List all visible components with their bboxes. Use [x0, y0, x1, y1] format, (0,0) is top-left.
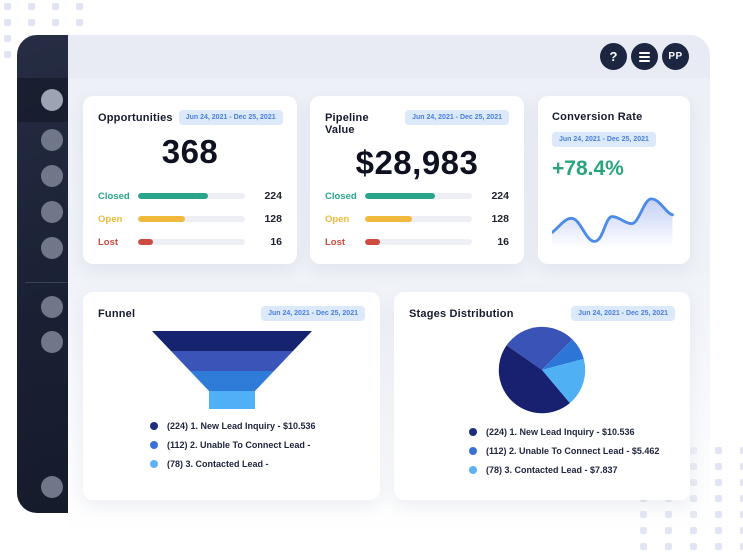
menu-icon[interactable] [631, 43, 658, 70]
legend-dot-icon [150, 441, 158, 449]
sidebar-item-4-icon[interactable] [41, 201, 63, 223]
stages-distribution-card: Stages Distribution Jun 24, 2021 - Dec 2… [394, 292, 690, 500]
legend-dot-icon [469, 447, 477, 455]
pipeline-title: Pipeline Value [325, 112, 369, 136]
legend-item: (112) 2. Unable To Connect Lead - [150, 440, 365, 450]
sidebar-divider [25, 282, 68, 283]
avatar[interactable]: PP [662, 43, 689, 70]
stages-pie-chart [498, 326, 586, 414]
stat-label: Open [325, 213, 350, 225]
stat-label: Lost [325, 236, 346, 248]
stat-value: 128 [264, 213, 282, 225]
conversion-title: Conversion Rate [552, 111, 643, 123]
stat-bar [365, 193, 472, 199]
stat-label: Open [98, 213, 123, 225]
stat-bar [138, 216, 245, 222]
stat-row-open: Open 128 [98, 213, 282, 225]
legend-label: (78) 3. Contacted Lead - [167, 459, 269, 469]
conversion-line-chart [552, 197, 674, 249]
stat-row-open: Open 128 [325, 213, 509, 225]
stat-value: 16 [497, 236, 509, 248]
topbar: ? PP [68, 35, 710, 78]
funnel-chart [151, 331, 312, 409]
legend-dot-icon [469, 466, 477, 474]
legend-label: (112) 2. Unable To Connect Lead - $5.462 [486, 446, 660, 456]
conversion-rate-card: Conversion Rate Jun 24, 2021 - Dec 25, 2… [538, 96, 690, 264]
legend-item: (78) 3. Contacted Lead - [150, 459, 365, 469]
stat-bar [365, 239, 472, 245]
pipeline-date-range[interactable]: Jun 24, 2021 - Dec 25, 2021 [405, 110, 509, 125]
help-icon[interactable]: ? [600, 43, 627, 70]
opportunities-title: Opportunities [98, 112, 173, 124]
stat-label: Lost [98, 236, 119, 248]
stat-label: Closed [325, 190, 357, 202]
stat-value: 128 [491, 213, 509, 225]
stat-row-closed: Closed 224 [98, 190, 282, 202]
stat-bar [365, 216, 472, 222]
sidebar-item-5-icon[interactable] [41, 237, 63, 259]
stages-date-range[interactable]: Jun 24, 2021 - Dec 25, 2021 [571, 306, 675, 321]
stages-legend: (224) 1. New Lead Inquiry - $10.536 (112… [469, 427, 675, 475]
dashboard-window: ? PP Opportunities Jun 24, 2021 - Dec 25… [17, 35, 710, 540]
stat-label: Closed [98, 190, 130, 202]
legend-label: (78) 3. Contacted Lead - $7.837 [486, 465, 618, 475]
sidebar [17, 35, 68, 513]
stages-title: Stages Distribution [409, 308, 514, 320]
opportunities-total: 368 [161, 133, 219, 170]
legend-item: (112) 2. Unable To Connect Lead - $5.462 [469, 446, 675, 456]
pipeline-total: $28,983 [355, 144, 479, 181]
sidebar-item-2-icon[interactable] [41, 129, 63, 151]
funnel-date-range[interactable]: Jun 24, 2021 - Dec 25, 2021 [261, 306, 365, 321]
legend-dot-icon [469, 428, 477, 436]
funnel-card: Funnel Jun 24, 2021 - Dec 25, 2021 (224)… [83, 292, 380, 500]
sidebar-item-7-icon[interactable] [41, 331, 63, 353]
legend-item: (78) 3. Contacted Lead - $7.837 [469, 465, 675, 475]
opportunities-card: Opportunities Jun 24, 2021 - Dec 25, 202… [83, 96, 297, 264]
legend-label: (224) 1. New Lead Inquiry - $10.536 [167, 421, 316, 431]
legend-label: (112) 2. Unable To Connect Lead - [167, 440, 311, 450]
stat-value: 16 [270, 236, 282, 248]
opportunities-date-range[interactable]: Jun 24, 2021 - Dec 25, 2021 [178, 110, 283, 125]
legend-dot-icon [150, 422, 158, 430]
sidebar-item-1-icon[interactable] [41, 89, 63, 111]
sidebar-item-8-icon[interactable] [41, 476, 63, 498]
hamburger-icon [639, 51, 650, 62]
funnel-title: Funnel [98, 308, 136, 320]
legend-label: (224) 1. New Lead Inquiry - $10.536 [486, 427, 635, 437]
sidebar-item-6-icon[interactable] [41, 296, 63, 318]
sidebar-item-3-icon[interactable] [41, 165, 63, 187]
stat-bar [138, 239, 245, 245]
stat-row-closed: Closed 224 [325, 190, 509, 202]
legend-item: (224) 1. New Lead Inquiry - $10.536 [469, 427, 675, 437]
stat-value: 224 [491, 190, 509, 202]
pipeline-value-card: Pipeline Value Jun 24, 2021 - Dec 25, 20… [310, 96, 524, 264]
stat-row-lost: Lost 16 [325, 236, 509, 248]
conversion-rate-value: +78.4% [552, 157, 624, 180]
stat-row-lost: Lost 16 [98, 236, 282, 248]
stat-bar [138, 193, 245, 199]
legend-item: (224) 1. New Lead Inquiry - $10.536 [150, 421, 365, 431]
conversion-date-range[interactable]: Jun 24, 2021 - Dec 25, 2021 [552, 132, 656, 147]
legend-dot-icon [150, 460, 158, 468]
stat-value: 224 [264, 190, 282, 202]
funnel-legend: (224) 1. New Lead Inquiry - $10.536 (112… [150, 421, 365, 469]
